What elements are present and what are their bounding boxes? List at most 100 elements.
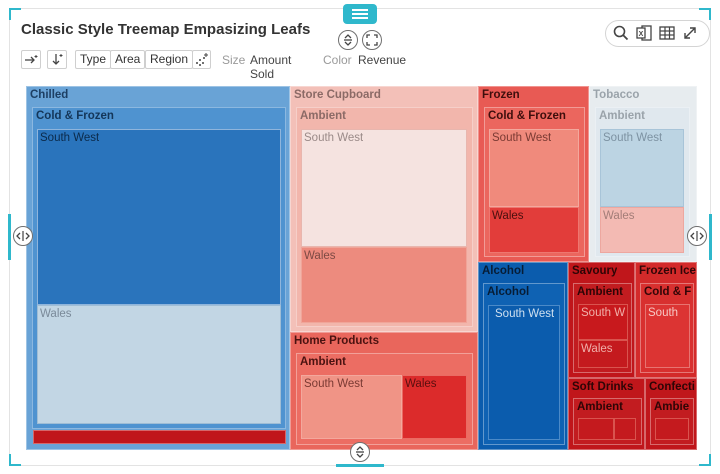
- treemap-leaf-hp-south-west[interactable]: South West: [301, 375, 402, 439]
- treemap-leaf-fi-south[interactable]: South: [645, 304, 690, 368]
- color-caption: Color: [323, 53, 352, 67]
- treemap-node-savoury[interactable]: Savoury Ambient South W Wales: [568, 262, 635, 378]
- sparkle-button[interactable]: [192, 50, 211, 69]
- vertical-resize-icon: [356, 446, 364, 458]
- focus-button[interactable]: [362, 30, 382, 50]
- type-field-chip[interactable]: Type: [75, 50, 112, 69]
- treemap-node-conf-ambient[interactable]: Ambie: [650, 398, 694, 445]
- treemap-leaf-chilled-wales[interactable]: Wales: [37, 305, 281, 424]
- region-field-chip[interactable]: Region: [145, 50, 194, 69]
- top-right-corner-handle-v[interactable]: [709, 8, 711, 20]
- node-label: Cold & F: [644, 286, 692, 298]
- bottom-left-corner-handle-v[interactable]: [9, 454, 11, 466]
- node-label: Ambie: [654, 401, 690, 413]
- treemap-leaf-tob-wales[interactable]: Wales: [600, 207, 684, 253]
- bottom-right-corner-handle[interactable]: [699, 464, 711, 466]
- size-value[interactable]: Amount Sold: [250, 53, 292, 81]
- node-label: Alcohol: [482, 265, 525, 277]
- node-label: Frozen: [482, 89, 520, 101]
- leaf-label: South West: [492, 132, 552, 144]
- treemap-node-soft-drinks[interactable]: Soft Drinks Ambient: [568, 378, 645, 450]
- right-edge-handle[interactable]: [709, 214, 712, 260]
- treemap-node-chilled-small[interactable]: [33, 430, 286, 444]
- hamburger-icon: [352, 9, 368, 19]
- sort-down-icon: [52, 54, 63, 65]
- bottom-edge-handle[interactable]: [336, 464, 384, 467]
- treemap-leaf-hp-wales[interactable]: Wales: [402, 375, 467, 439]
- leaf-label: Wales: [405, 378, 437, 390]
- treemap-node-alcohol[interactable]: Alcohol Alcohol South West: [478, 262, 568, 450]
- right-resize-knob[interactable]: [687, 226, 707, 246]
- svg-text:X: X: [639, 31, 644, 38]
- top-right-corner-handle[interactable]: [699, 8, 711, 10]
- node-label: Frozen Ice: [639, 265, 696, 277]
- sparkle-icon: [196, 53, 208, 66]
- area-field-chip[interactable]: Area: [110, 50, 146, 69]
- treemap-node-chilled-cold-frozen[interactable]: Cold & Frozen South West Wales: [32, 107, 286, 429]
- treemap-node-hp-ambient[interactable]: Ambient South West Wales: [296, 353, 473, 445]
- expand-button[interactable]: [21, 50, 41, 69]
- leaf-label: Wales: [581, 343, 613, 355]
- left-edge-handle[interactable]: [8, 214, 11, 260]
- treemap-leaf-frozen-south-west[interactable]: South West: [489, 129, 579, 207]
- node-label: Savoury: [572, 265, 618, 277]
- page-title: Classic Style Treemap Empasizing Leafs: [21, 21, 311, 38]
- table-icon[interactable]: [658, 24, 676, 42]
- treemap-node-confectionery[interactable]: Confecti Ambie: [645, 378, 697, 450]
- treemap-node-frozen[interactable]: Frozen Cold & Frozen South West Wales: [478, 86, 589, 262]
- bottom-right-corner-handle-v[interactable]: [709, 454, 711, 466]
- expand-vertical-button[interactable]: [338, 30, 358, 50]
- treemap-node-sd-ambient[interactable]: Ambient: [573, 398, 642, 445]
- treemap-leaf-conf-1[interactable]: [655, 418, 689, 440]
- leaf-label: South West: [304, 132, 364, 144]
- treemap-node-home-products[interactable]: Home Products Ambient South West Wales: [290, 332, 478, 450]
- leaf-label: Wales: [492, 210, 524, 222]
- treemap-leaf-chilled-south-west[interactable]: South West: [37, 129, 281, 305]
- treemap-node-alc-alcohol[interactable]: Alcohol South West: [483, 283, 565, 445]
- focus-frame-icon: [366, 34, 378, 46]
- leaf-label: South West: [40, 132, 100, 144]
- node-label: Soft Drinks: [572, 381, 634, 393]
- search-icon[interactable]: [612, 24, 630, 42]
- node-label: Store Cupboard: [294, 89, 381, 101]
- leaf-label: South: [648, 307, 679, 319]
- left-resize-knob[interactable]: [13, 226, 33, 246]
- horizontal-resize-icon: [690, 231, 704, 241]
- treemap-leaf-alc-south-west[interactable]: South West: [488, 305, 560, 440]
- node-label: Confecti: [649, 381, 695, 393]
- treemap-node-fi-cf[interactable]: Cold & F South: [640, 283, 694, 373]
- color-value[interactable]: Revenue: [358, 53, 407, 67]
- node-label: Tobacco: [593, 89, 640, 101]
- treemap-leaf-sd-1[interactable]: [578, 418, 614, 440]
- treemap-leaf-sd-2[interactable]: [614, 418, 636, 440]
- treemap-leaf-sc-wales[interactable]: Wales: [301, 247, 467, 323]
- treemap-node-store-cupboard[interactable]: Store Cupboard Ambient South West Wales: [290, 86, 478, 332]
- top-left-corner-handle[interactable]: [9, 8, 21, 10]
- treemap-node-chilled[interactable]: Chilled Cold & Frozen South West Wales: [26, 86, 290, 450]
- excel-export-icon[interactable]: X: [635, 24, 653, 42]
- sort-button[interactable]: [47, 50, 67, 69]
- treemap-leaf-tob-south-west[interactable]: South West: [600, 129, 684, 207]
- treemap-node-frozen-ice[interactable]: Frozen Ice Cold & F South: [635, 262, 697, 378]
- treemap-leaf-sav-wales[interactable]: Wales: [578, 340, 628, 368]
- treemap-leaf-sav-south-west[interactable]: South W: [578, 304, 628, 340]
- bottom-resize-knob[interactable]: [350, 442, 370, 462]
- treemap-node-tobacco[interactable]: Tobacco Ambient South West Wales: [589, 86, 697, 262]
- horizontal-resize-icon: [16, 231, 30, 241]
- treemap-node-sav-ambient[interactable]: Ambient South W Wales: [573, 283, 632, 373]
- top-left-corner-handle-v[interactable]: [9, 8, 11, 20]
- drag-handle-top[interactable]: [343, 4, 377, 24]
- treemap-node-tob-ambient[interactable]: Ambient South West Wales: [595, 107, 690, 257]
- treemap-node-frozen-cf[interactable]: Cold & Frozen South West Wales: [484, 107, 585, 257]
- leaf-label: South West: [304, 378, 364, 390]
- node-label: Cold & Frozen: [488, 110, 566, 122]
- fullscreen-icon[interactable]: [681, 24, 699, 42]
- treemap-node-sc-ambient[interactable]: Ambient South West Wales: [296, 107, 473, 327]
- treemap-leaf-sc-south-west[interactable]: South West: [301, 129, 467, 247]
- leaf-label: South W: [581, 307, 626, 319]
- bottom-left-corner-handle[interactable]: [9, 464, 21, 466]
- hamburger-icon-middle: [352, 13, 368, 15]
- leaf-label: Wales: [603, 210, 635, 222]
- node-label: Alcohol: [487, 286, 530, 298]
- treemap-leaf-frozen-wales[interactable]: Wales: [489, 207, 579, 253]
